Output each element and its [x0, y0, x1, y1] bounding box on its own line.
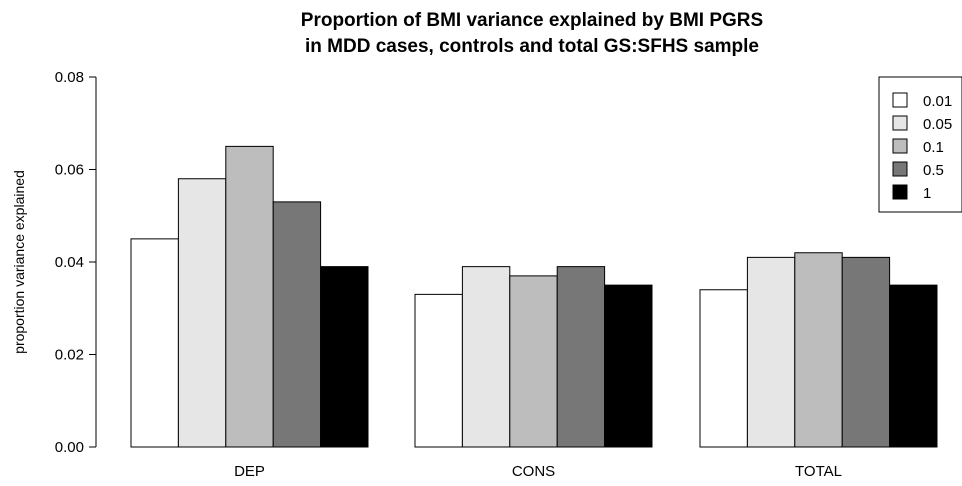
chart-title-line-2: in MDD cases, controls and total GS:SFHS… [305, 36, 759, 57]
legend-label: 0.05 [923, 116, 952, 133]
legend-label: 0.1 [923, 139, 944, 156]
y-tick-label: 0.08 [55, 69, 84, 86]
legend-label: 0.01 [923, 93, 952, 110]
bar-dep-0.01 [130, 238, 179, 448]
bar-total-1 [889, 284, 938, 448]
x-category-label: DEP [234, 463, 265, 480]
legend-label: 0.5 [923, 162, 944, 179]
y-tick-label: 0.02 [55, 347, 84, 364]
bar-total-0.01 [699, 289, 748, 448]
y-tick-label: 0.00 [55, 439, 84, 456]
legend-swatch [892, 161, 908, 177]
legend-swatch [892, 184, 908, 200]
x-category-label: CONS [512, 463, 555, 480]
y-axis: 0.00 0.02 0.04 0.06 0.08 [55, 69, 97, 456]
y-axis-label: proportion variance explained [11, 170, 27, 354]
bar-cons-0.01 [414, 293, 463, 448]
bar-dep-0.5 [272, 201, 322, 448]
legend-swatch [892, 138, 908, 154]
bars [130, 145, 938, 448]
x-axis-labels: DEP CONS TOTAL [234, 463, 842, 480]
bar-total-0.05 [746, 256, 796, 448]
bar-cons-1 [604, 284, 653, 448]
legend-swatch [892, 115, 908, 131]
bar-cons-0.05 [461, 266, 511, 448]
y-tick-label: 0.04 [55, 254, 84, 271]
x-category-label: TOTAL [795, 463, 842, 480]
legend-label: 1 [923, 185, 931, 202]
legend: 0.01 0.05 0.1 0.5 1 [878, 76, 962, 213]
bar-total-0.1 [794, 252, 843, 448]
legend-swatch [892, 92, 908, 108]
chart-title-line-1: Proportion of BMI variance explained by … [301, 10, 763, 31]
bar-dep-1 [320, 266, 369, 448]
bar-dep-0.05 [177, 178, 227, 448]
bar-cons-0.5 [556, 266, 606, 448]
bar-cons-0.1 [509, 275, 558, 448]
bar-dep-0.1 [225, 145, 274, 448]
bar-total-0.5 [841, 256, 891, 448]
y-tick-label: 0.06 [55, 162, 84, 179]
